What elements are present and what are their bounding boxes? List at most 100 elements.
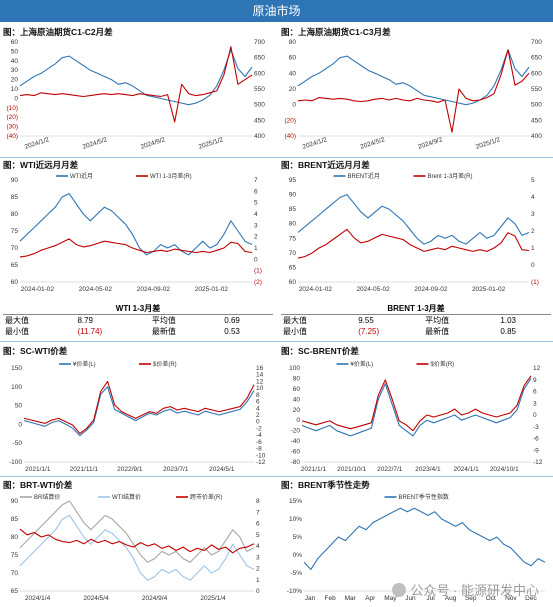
legend-label: ¥价差(L) — [73, 360, 96, 368]
series-line — [301, 378, 532, 437]
y-tick-left: 10% — [289, 516, 302, 523]
legend-label: ¥价差(L) — [351, 360, 374, 368]
y-tick-right: 4 — [256, 405, 260, 412]
wti-stats-table: WTI 1-3月差 最大值 8.79 平均值 0.69 最小值 (11.74) … — [3, 303, 273, 337]
chart-title: 图：BRENT季节性走势 — [281, 480, 370, 490]
y-tick-right: -9 — [533, 447, 539, 454]
y-tick-left: 40 — [11, 58, 19, 65]
y-tick-left: 20 — [289, 86, 297, 93]
legend-label: BRENT季节性指数 — [399, 493, 449, 501]
y-tick-left: 75 — [11, 228, 19, 235]
y-tick-right: 1 — [531, 245, 535, 252]
x-tick-label: 2023/7/1 — [163, 466, 189, 473]
y-tick-right: 550 — [531, 86, 542, 93]
max-value: 9.55 — [356, 314, 424, 326]
y-tick-left: 65 — [11, 588, 19, 595]
x-tick-label: Jun — [405, 595, 416, 602]
y-tick-right: 7 — [256, 509, 260, 516]
x-tick-label: Feb — [325, 595, 337, 602]
x-tick-label: 2024/5/2 — [359, 136, 386, 151]
avg-label: 平均值 — [423, 314, 499, 326]
x-tick-label: 2024-05-02 — [79, 286, 113, 293]
series-line — [297, 49, 530, 106]
chart-sc-wti: 150100500-50-1001614121086420-2-4-6-8-10… — [9, 360, 266, 473]
y-tick-right: 7 — [254, 177, 258, 184]
y-tick-left: 80 — [11, 211, 19, 218]
y-tick-left: 80 — [289, 39, 297, 46]
chart-brent-spread: 95 90 85 80 75 70 65 60 5 4 3 2 1 0 (1) 2024-01-02 2024-… — [289, 172, 539, 293]
y-tick-left: 65 — [289, 264, 297, 271]
y-tick-left: 40 — [289, 70, 297, 77]
y-tick-left: 50 — [11, 48, 19, 55]
y-tick-right: 4 — [256, 543, 260, 550]
y-tick-right: (1) — [531, 279, 539, 286]
y-tick-left: 20 — [293, 407, 301, 414]
y-tick-right: -12 — [256, 459, 266, 466]
y-tick-right: 450 — [254, 117, 265, 124]
stats-title: WTI 1-3月差 — [115, 304, 161, 313]
y-tick-right: 6 — [256, 521, 260, 528]
y-tick-left: 50 — [15, 403, 23, 410]
y-tick-left: -5% — [290, 570, 302, 577]
y-tick-right: 10 — [256, 385, 264, 392]
x-tick-label: 2024-01-02 — [299, 286, 333, 293]
x-tick-label: 2025/1/2 — [475, 136, 502, 151]
y-tick-left: 0% — [293, 552, 303, 559]
y-tick-right: 700 — [254, 39, 265, 46]
min-label: 最小值 — [283, 327, 307, 336]
y-tick-left: 90 — [289, 192, 297, 199]
y-tick-left: 40 — [293, 396, 301, 403]
x-tick-label: 2024/9/4 — [142, 595, 168, 602]
watermark: 公众号 · 能源研发中心 — [392, 580, 539, 599]
y-tick-right: 2 — [256, 412, 260, 419]
y-tick-right: 16 — [256, 365, 264, 372]
y-tick-right: 8 — [256, 392, 260, 399]
y-tick-left: 60 — [11, 39, 19, 46]
legend-label: WTI 1-3月差(R) — [150, 172, 192, 180]
y-tick-left: (40) — [284, 133, 296, 140]
series-line — [19, 238, 253, 258]
y-tick-left: -10% — [287, 588, 302, 595]
y-tick-right: 12 — [256, 378, 264, 385]
y-tick-right: 400 — [531, 133, 542, 140]
y-tick-left: 5% — [293, 534, 303, 541]
x-tick-label: Nov — [505, 595, 517, 602]
y-tick-left: -80 — [291, 459, 301, 466]
x-tick-label: 2025/1/2 — [198, 136, 225, 151]
x-tick-label: 2024-09-02 — [414, 286, 448, 293]
y-tick-left: 60 — [293, 386, 301, 393]
y-tick-left: (30) — [6, 124, 18, 131]
chart-title: 图：上海原油期货C1-C2月差 — [3, 27, 113, 37]
legend-label: $价差(R) — [153, 360, 177, 368]
y-tick-right: 700 — [531, 39, 542, 46]
y-tick-right: 3 — [531, 211, 535, 218]
x-tick-label: 2022/7/1 — [377, 466, 403, 473]
x-tick-label: 2024-09-02 — [137, 286, 171, 293]
y-tick-right: 9 — [533, 377, 537, 384]
y-tick-left: 10 — [11, 86, 19, 93]
y-tick-left: 80 — [293, 375, 301, 382]
legend-label: Brent 1-3月差(R) — [428, 172, 473, 180]
x-tick-label: 2024/5/2 — [82, 136, 109, 151]
y-tick-left: (20) — [6, 114, 18, 121]
stats-title: BRENT 1-3月差 — [387, 304, 445, 313]
y-tick-right: 6 — [533, 389, 537, 396]
y-tick-right: 650 — [531, 55, 542, 62]
y-tick-right: -10 — [256, 452, 266, 459]
x-tick-label: Mar — [345, 595, 357, 602]
chart-title: 图：WTI近远月月差 — [3, 160, 79, 170]
series-line — [19, 500, 255, 563]
latest-label: 最新值 — [151, 327, 176, 336]
y-tick-left: 0 — [14, 95, 18, 102]
series-line — [297, 49, 530, 133]
x-tick-label: 2024-01-02 — [21, 286, 55, 293]
x-tick-label: Dec — [525, 595, 537, 602]
y-tick-left: -50 — [13, 440, 23, 447]
y-tick-left: -40 — [291, 438, 301, 445]
chart-title: 图：SC-WTI价差 — [3, 346, 68, 356]
chart-sc-brent: 100 80 60 40 20 0 -20 -40 -60 -80 12 9 6 3 0 -3 -6 -9 -12 2… — [289, 360, 543, 473]
section-divider — [0, 476, 553, 477]
x-tick-label: 2024/1/1 — [453, 466, 479, 473]
y-tick-right: -6 — [533, 436, 539, 443]
x-tick-label: Sep — [465, 595, 477, 602]
